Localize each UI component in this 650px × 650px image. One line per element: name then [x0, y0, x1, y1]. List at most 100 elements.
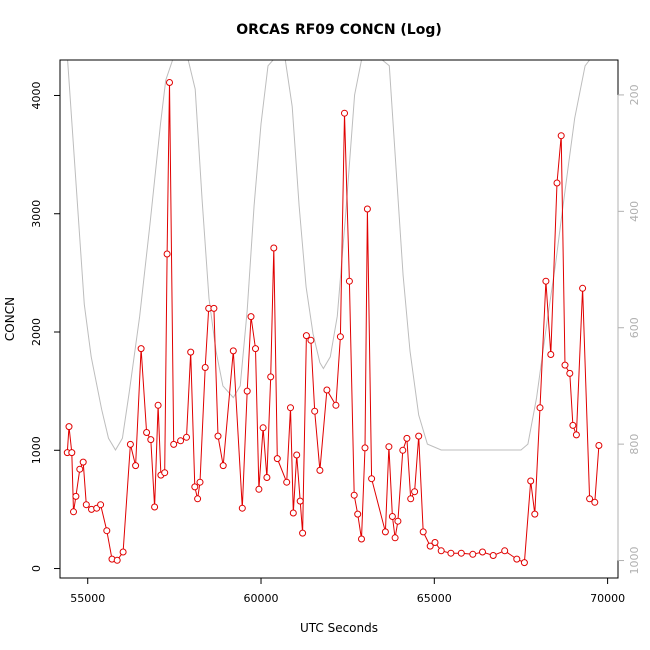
data-point [154, 401, 162, 409]
x-tick-label: 65000 [417, 592, 452, 605]
data-point [358, 535, 365, 543]
data-point [431, 539, 439, 546]
y-axis-label: CONCN [3, 297, 17, 341]
data-point [219, 462, 227, 470]
data-point [296, 497, 304, 505]
data-point [177, 437, 185, 445]
x-tick-label: 70000 [590, 592, 625, 605]
chart-title: ORCAS RF09 CONCN (Log) [236, 22, 442, 38]
data-point [299, 529, 307, 537]
x-tick-label: 55000 [70, 592, 105, 605]
data-point [273, 455, 281, 463]
data-point [72, 492, 80, 500]
data-point [287, 404, 294, 412]
data-point [267, 373, 275, 381]
data-point [163, 250, 171, 258]
data-point [214, 432, 222, 440]
data-point [426, 542, 434, 550]
data-point [194, 495, 202, 503]
data-point [76, 465, 84, 473]
data-point [361, 444, 369, 452]
data-point [520, 559, 528, 567]
data-point [316, 466, 324, 474]
primary-series [63, 79, 603, 567]
data-point [255, 485, 263, 493]
y2-tick-label: 200 [628, 84, 641, 105]
data-point [407, 495, 415, 503]
data-point [457, 549, 465, 557]
data-point [201, 364, 209, 371]
y-tick-label: 1000 [30, 436, 43, 464]
data-point [293, 451, 301, 459]
secondary-series-line [67, 60, 590, 451]
data-point [147, 436, 155, 444]
data-point [65, 423, 73, 431]
data-point [126, 440, 134, 448]
data-point [536, 404, 544, 412]
data-point [542, 277, 550, 285]
y2-tick-label: 600 [628, 317, 641, 338]
data-point [415, 432, 423, 440]
data-point [247, 313, 255, 321]
data-point [394, 517, 402, 525]
data-point [332, 401, 340, 409]
data-point [210, 304, 218, 312]
data-point [289, 509, 297, 517]
data-point [411, 488, 419, 496]
data-point [595, 442, 603, 449]
data-point [166, 79, 173, 86]
data-point [191, 483, 199, 491]
data-point [350, 491, 358, 499]
data-point [119, 548, 127, 556]
data-point [307, 336, 315, 344]
data-point [336, 333, 344, 341]
data-point [323, 386, 331, 394]
y2-tick-label: 1000 [628, 547, 641, 575]
data-point [137, 345, 145, 353]
y2-tick-label: 800 [628, 434, 641, 455]
data-point [385, 443, 393, 451]
data-point [501, 547, 509, 555]
data-point [170, 440, 178, 448]
data-point [187, 348, 195, 356]
data-point [143, 429, 151, 436]
data-point [243, 387, 251, 395]
data-point [196, 478, 204, 486]
data-point [354, 510, 362, 518]
data-point [381, 528, 389, 536]
data-point [447, 549, 455, 557]
data-point [341, 109, 348, 117]
data-point [566, 369, 574, 377]
data-point [68, 449, 76, 457]
y2-axis-right: 200 400 600 800 1000 [617, 84, 641, 575]
data-point [302, 332, 310, 340]
data-point [527, 477, 535, 485]
data-point [437, 547, 445, 555]
data-point [103, 527, 111, 535]
data-point [553, 179, 561, 187]
data-point [531, 510, 539, 518]
data-point [238, 504, 246, 512]
y2-tick-label: 400 [628, 201, 641, 222]
data-point [569, 421, 577, 429]
data-point [161, 469, 169, 477]
data-point [82, 501, 90, 509]
data-point [557, 132, 565, 140]
data-point [270, 244, 278, 252]
data-point [403, 434, 411, 442]
data-point [391, 534, 399, 542]
data-point [345, 277, 353, 285]
data-point [469, 550, 477, 558]
y-tick-label: 0 [30, 565, 43, 572]
data-point [263, 474, 271, 481]
secondary-series [67, 60, 590, 451]
data-point [70, 508, 77, 516]
data-point [311, 407, 319, 415]
x-axis: 55000 60000 65000 70000 [70, 577, 625, 605]
data-point [399, 446, 407, 454]
data-point [591, 498, 599, 506]
data-point [489, 552, 497, 559]
data-point [419, 528, 427, 536]
data-point [368, 475, 376, 483]
